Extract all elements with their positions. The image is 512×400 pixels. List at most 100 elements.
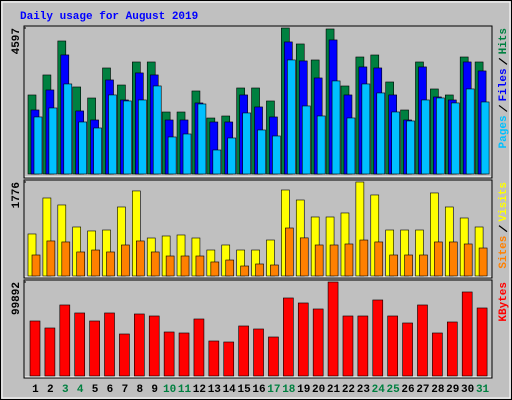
- bar: [387, 315, 398, 377]
- x-tick-label: 20: [312, 384, 325, 396]
- bar: [257, 129, 266, 175]
- bar: [48, 107, 58, 175]
- bar: [359, 239, 369, 277]
- legend-separator: [498, 57, 508, 65]
- x-tick-label: 17: [267, 384, 280, 396]
- bar: [165, 255, 175, 277]
- bar: [136, 240, 145, 277]
- x-tick-label: 26: [401, 384, 414, 396]
- bar: [374, 241, 384, 277]
- bar: [436, 97, 445, 175]
- bar: [361, 83, 371, 175]
- x-tick-label: 22: [342, 384, 355, 396]
- x-tick-label: 28: [431, 384, 445, 396]
- x-tick-label: 13: [208, 384, 222, 396]
- bar: [195, 255, 205, 277]
- bar: [74, 312, 86, 377]
- bar: [344, 243, 354, 277]
- bar: [253, 328, 264, 377]
- bar: [227, 137, 237, 175]
- bar: [283, 297, 294, 377]
- bar: [299, 237, 309, 277]
- bar: [421, 99, 430, 175]
- x-tick-label: 30: [461, 384, 474, 396]
- bar: [193, 318, 205, 377]
- bar: [406, 120, 415, 175]
- bar: [33, 116, 43, 175]
- bar: [123, 100, 132, 175]
- bar: [287, 59, 296, 175]
- bar: [327, 281, 339, 377]
- bar: [329, 244, 339, 277]
- bar: [402, 322, 413, 377]
- bar: [268, 336, 279, 377]
- bar: [297, 302, 309, 377]
- x-tick-label: 31: [476, 384, 490, 396]
- bar: [372, 299, 384, 377]
- bar: [478, 247, 488, 277]
- bar: [434, 241, 443, 277]
- bar: [316, 115, 326, 175]
- bar: [44, 327, 56, 377]
- bar: [134, 313, 145, 377]
- bar: [180, 255, 190, 277]
- bar: [432, 332, 443, 377]
- bar: [346, 117, 356, 175]
- bar: [182, 133, 192, 175]
- legend-separator: [498, 225, 508, 233]
- bar: [446, 321, 458, 377]
- bar: [150, 251, 160, 277]
- x-tick-label: 9: [151, 384, 158, 396]
- bar: [240, 265, 249, 277]
- x-tick-label: 27: [416, 384, 429, 396]
- bar: [63, 83, 73, 175]
- bar: [238, 325, 249, 377]
- legend-label: KBytes: [498, 282, 510, 322]
- bar: [461, 291, 473, 377]
- y-tick-label: 99892: [11, 282, 23, 315]
- bar: [119, 333, 130, 377]
- bar: [78, 121, 88, 175]
- x-tick-label: 25: [387, 384, 401, 396]
- x-tick-label: 12: [193, 384, 206, 396]
- bar: [285, 227, 294, 277]
- bar: [450, 102, 460, 175]
- y-tick-label: 1776: [11, 182, 23, 208]
- bar: [197, 103, 207, 175]
- bar: [210, 261, 220, 277]
- bar: [104, 312, 115, 377]
- bar: [419, 254, 428, 277]
- x-tick-label: 29: [446, 384, 459, 396]
- bar: [465, 88, 475, 175]
- x-tick-label: 11: [178, 384, 192, 396]
- bar: [93, 127, 102, 175]
- x-tick-label: 16: [252, 384, 265, 396]
- bar: [312, 308, 324, 377]
- bar: [480, 101, 490, 175]
- bar: [138, 99, 147, 175]
- x-tick-label: 19: [297, 384, 310, 396]
- bar: [476, 307, 488, 377]
- bar: [331, 80, 341, 175]
- legend: Visits Sites: [498, 182, 510, 269]
- bar: [46, 240, 56, 277]
- bar: [91, 249, 100, 277]
- bar: [59, 304, 71, 377]
- legend-label: Visits: [498, 182, 510, 222]
- bar: [301, 105, 311, 175]
- bar: [463, 243, 473, 277]
- x-tick-label: 7: [122, 384, 129, 396]
- x-tick-label: 18: [282, 384, 296, 396]
- bar: [61, 241, 71, 277]
- legend: Hits Files Pages: [498, 28, 510, 148]
- bar: [391, 111, 400, 175]
- bar: [255, 263, 264, 277]
- bar: [376, 92, 386, 175]
- x-tick-label: 10: [163, 384, 176, 396]
- legend-label: Sites: [498, 236, 510, 269]
- bar: [106, 251, 115, 277]
- bar: [272, 135, 281, 175]
- bar: [167, 136, 177, 175]
- bar: [121, 244, 130, 277]
